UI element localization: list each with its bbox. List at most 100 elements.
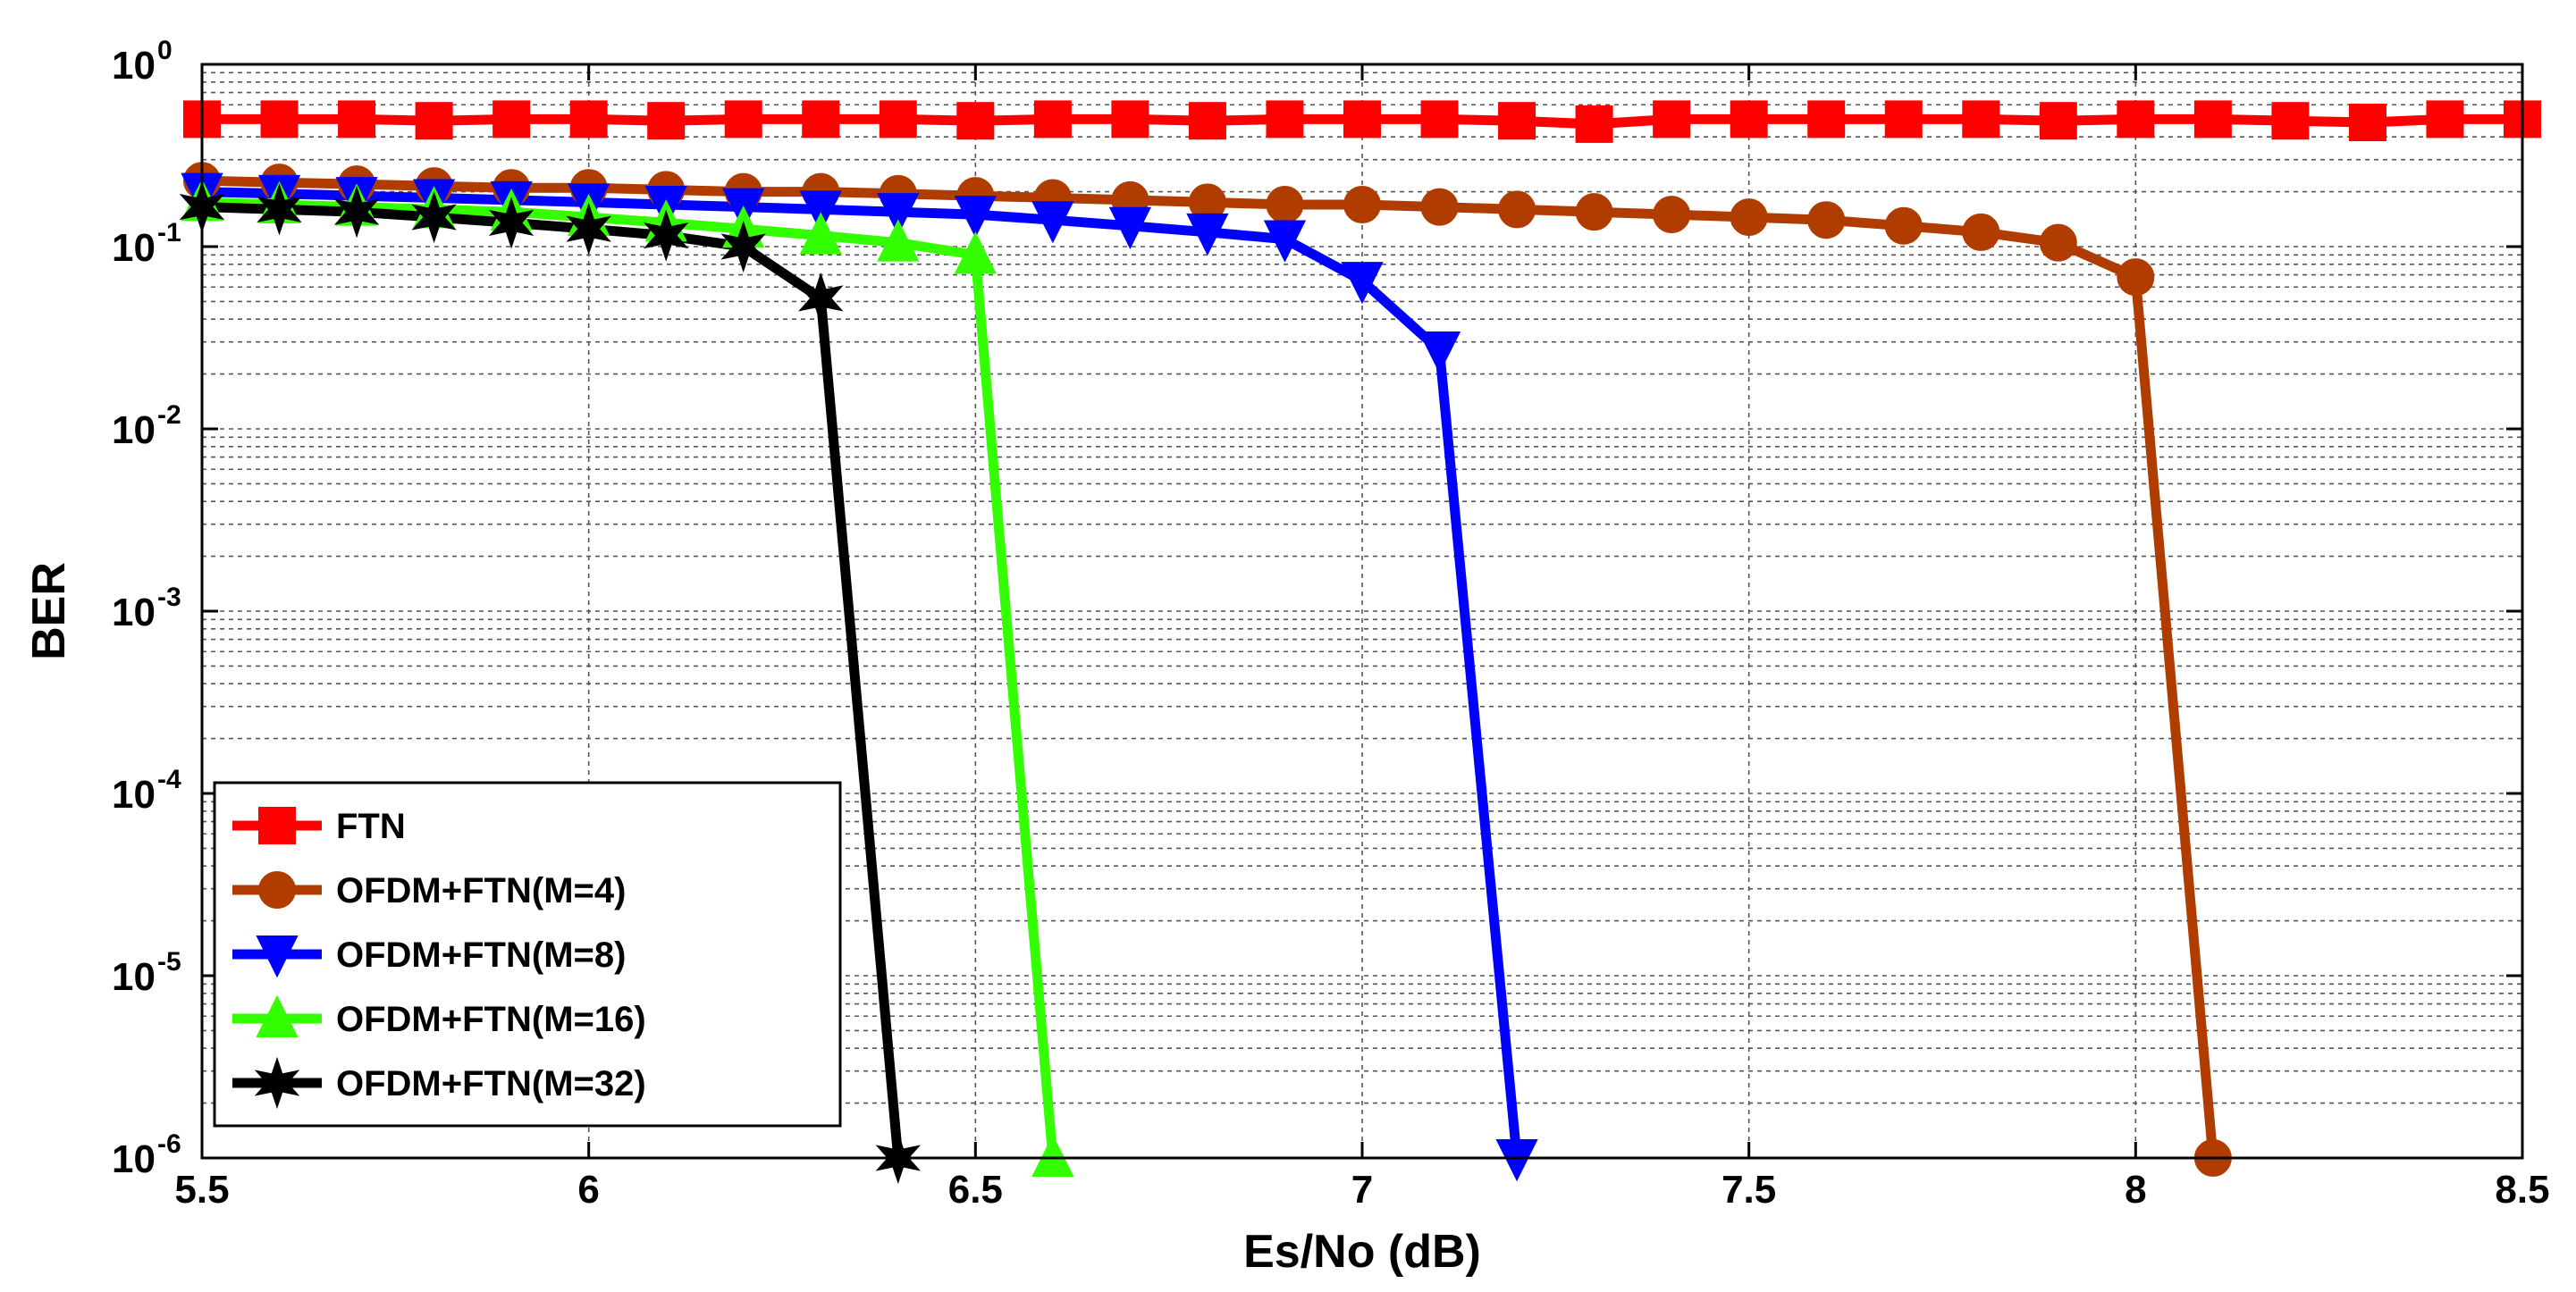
data-point-ofdm-ftn-m-8 <box>1341 262 1384 305</box>
data-point-ftn <box>1498 102 1536 140</box>
data-point-ofdm-ftn-m-16 <box>877 219 920 262</box>
y-tick-exponent: -6 <box>157 1129 181 1159</box>
data-point-ofdm-ftn-m-8 <box>1108 206 1152 249</box>
data-point-ftn <box>1111 100 1149 138</box>
y-tick-exponent: 0 <box>157 36 173 65</box>
data-point-ofdm-ftn-m-8 <box>1495 1139 1538 1182</box>
data-point-ftn <box>1266 100 1304 138</box>
data-point-ofdm-ftn-m-4 <box>1420 188 1459 226</box>
data-point-ftn <box>1884 100 1923 138</box>
y-tick-exponent: -5 <box>157 947 181 977</box>
legend-entry-label: OFDM+FTN(M=32) <box>336 1064 646 1103</box>
data-point-ftn <box>956 102 995 140</box>
data-point-ofdm-ftn-m-32 <box>643 209 689 262</box>
x-tick-label: 6.5 <box>948 1168 1003 1212</box>
y-tick-exponent: -1 <box>157 218 181 247</box>
data-point-ofdm-ftn-m-4 <box>1730 198 1768 237</box>
data-point-ftn <box>2117 100 2155 138</box>
data-point-ftn <box>802 100 840 138</box>
data-point-ftn <box>1962 100 2000 138</box>
data-point-ofdm-ftn-m-32 <box>411 190 457 244</box>
data-point-ftn <box>2271 102 2310 140</box>
y-tick-label: 10 <box>112 226 156 270</box>
data-point-ofdm-ftn-m-4 <box>1266 185 1304 223</box>
data-point-ofdm-ftn-m-32 <box>333 186 380 239</box>
x-tick-label: 8 <box>2125 1168 2146 1212</box>
legend-entry-label: OFDM+FTN(M=4) <box>336 871 626 910</box>
data-point-ofdm-ftn-m-32 <box>720 220 766 273</box>
y-axis-title: BER <box>23 562 75 660</box>
data-point-ftn <box>260 100 299 138</box>
data-point-ftn <box>1188 102 1226 140</box>
data-point-ftn <box>1653 100 1691 138</box>
data-point-ofdm-ftn-m-4 <box>2117 258 2155 297</box>
data-point-ofdm-ftn-m-4 <box>1807 201 1846 239</box>
data-point-ofdm-ftn-m-4 <box>1575 193 1613 231</box>
data-point-ftn <box>1420 100 1459 138</box>
series-markers <box>179 100 2541 1185</box>
y-tick-exponent: -2 <box>157 400 181 430</box>
data-point-ofdm-ftn-m-4 <box>1884 206 1923 245</box>
legend-marker <box>256 994 299 1037</box>
data-point-ofdm-ftn-m-4 <box>1498 190 1536 229</box>
y-tick-label: 10 <box>112 44 156 88</box>
x-axis-title: Es/No (dB) <box>1243 1226 1481 1278</box>
data-point-ftn <box>415 102 453 140</box>
data-point-ftn <box>2039 102 2077 140</box>
x-tick-label: 7.5 <box>1722 1168 1776 1212</box>
data-point-ofdm-ftn-m-8 <box>1186 213 1229 256</box>
data-point-ofdm-ftn-m-8 <box>799 190 842 233</box>
x-tick-label: 5.5 <box>174 1168 229 1212</box>
data-point-ofdm-ftn-m-8 <box>1031 201 1074 244</box>
data-point-ftn <box>2426 100 2464 138</box>
data-point-ofdm-ftn-m-8 <box>877 193 920 236</box>
legend-marker <box>258 871 296 909</box>
data-point-ofdm-ftn-m-32 <box>566 203 611 256</box>
series-line-ofdm-ftn-m-32 <box>197 202 904 1163</box>
data-point-ofdm-ftn-m-4 <box>1653 196 1691 234</box>
data-point-ftn <box>492 100 531 138</box>
y-tick-exponent: -3 <box>157 583 181 612</box>
data-point-ofdm-ftn-m-16 <box>1031 1134 1074 1177</box>
data-point-ftn <box>1575 105 1613 143</box>
legend-marker <box>258 807 296 844</box>
x-tick-labels: 5.5 6 6.5 7 7.5 8 8.5 <box>174 1168 2549 1212</box>
legend-marker <box>256 935 299 978</box>
data-point-ofdm-ftn-m-32 <box>798 272 844 325</box>
data-point-ftn <box>647 102 686 140</box>
legend-entry-label: OFDM+FTN(M=16) <box>336 1000 646 1039</box>
x-tick-label: 8.5 <box>2495 1168 2549 1212</box>
legend-entry-label: FTN <box>336 807 406 846</box>
legend-entry-label: OFDM+FTN(M=8) <box>336 935 626 975</box>
data-point-ofdm-ftn-m-4 <box>1343 185 1381 223</box>
data-point-ofdm-ftn-m-8 <box>1418 331 1461 374</box>
data-point-ofdm-ftn-m-32 <box>488 197 535 249</box>
data-point-ofdm-ftn-m-8 <box>954 196 997 239</box>
data-point-ftn <box>2348 104 2387 142</box>
data-point-ftn <box>724 100 762 138</box>
y-tick-label: 10 <box>112 591 156 634</box>
y-tick-label: 10 <box>112 1137 156 1181</box>
y-tick-label: 10 <box>112 955 156 999</box>
data-point-ofdm-ftn-m-4 <box>1962 213 2000 251</box>
data-point-ofdm-ftn-m-32 <box>257 183 302 236</box>
x-tick-label: 7 <box>1351 1168 1373 1212</box>
x-tick-label: 6 <box>577 1168 599 1212</box>
y-tick-label: 10 <box>112 408 156 452</box>
data-point-ftn <box>338 100 376 138</box>
data-point-ftn <box>1807 100 1846 138</box>
data-point-ftn <box>569 100 608 138</box>
data-point-ofdm-ftn-m-16 <box>799 212 842 255</box>
legend-marker <box>254 1056 300 1110</box>
y-tick-label: 10 <box>112 773 156 817</box>
data-point-ftn <box>1343 100 1381 138</box>
y-tick-exponent: -4 <box>157 765 181 794</box>
data-point-ofdm-ftn-m-4 <box>2039 223 2077 262</box>
legend: FTN OFDM+FTN(M=4) OFDM+FTN(M=8) OFDM+FTN(M=… <box>213 781 842 1128</box>
data-point-ftn <box>879 100 917 138</box>
data-point-ftn <box>1730 100 1768 138</box>
data-point-ftn <box>2193 100 2232 138</box>
data-point-ftn <box>1033 100 1072 138</box>
